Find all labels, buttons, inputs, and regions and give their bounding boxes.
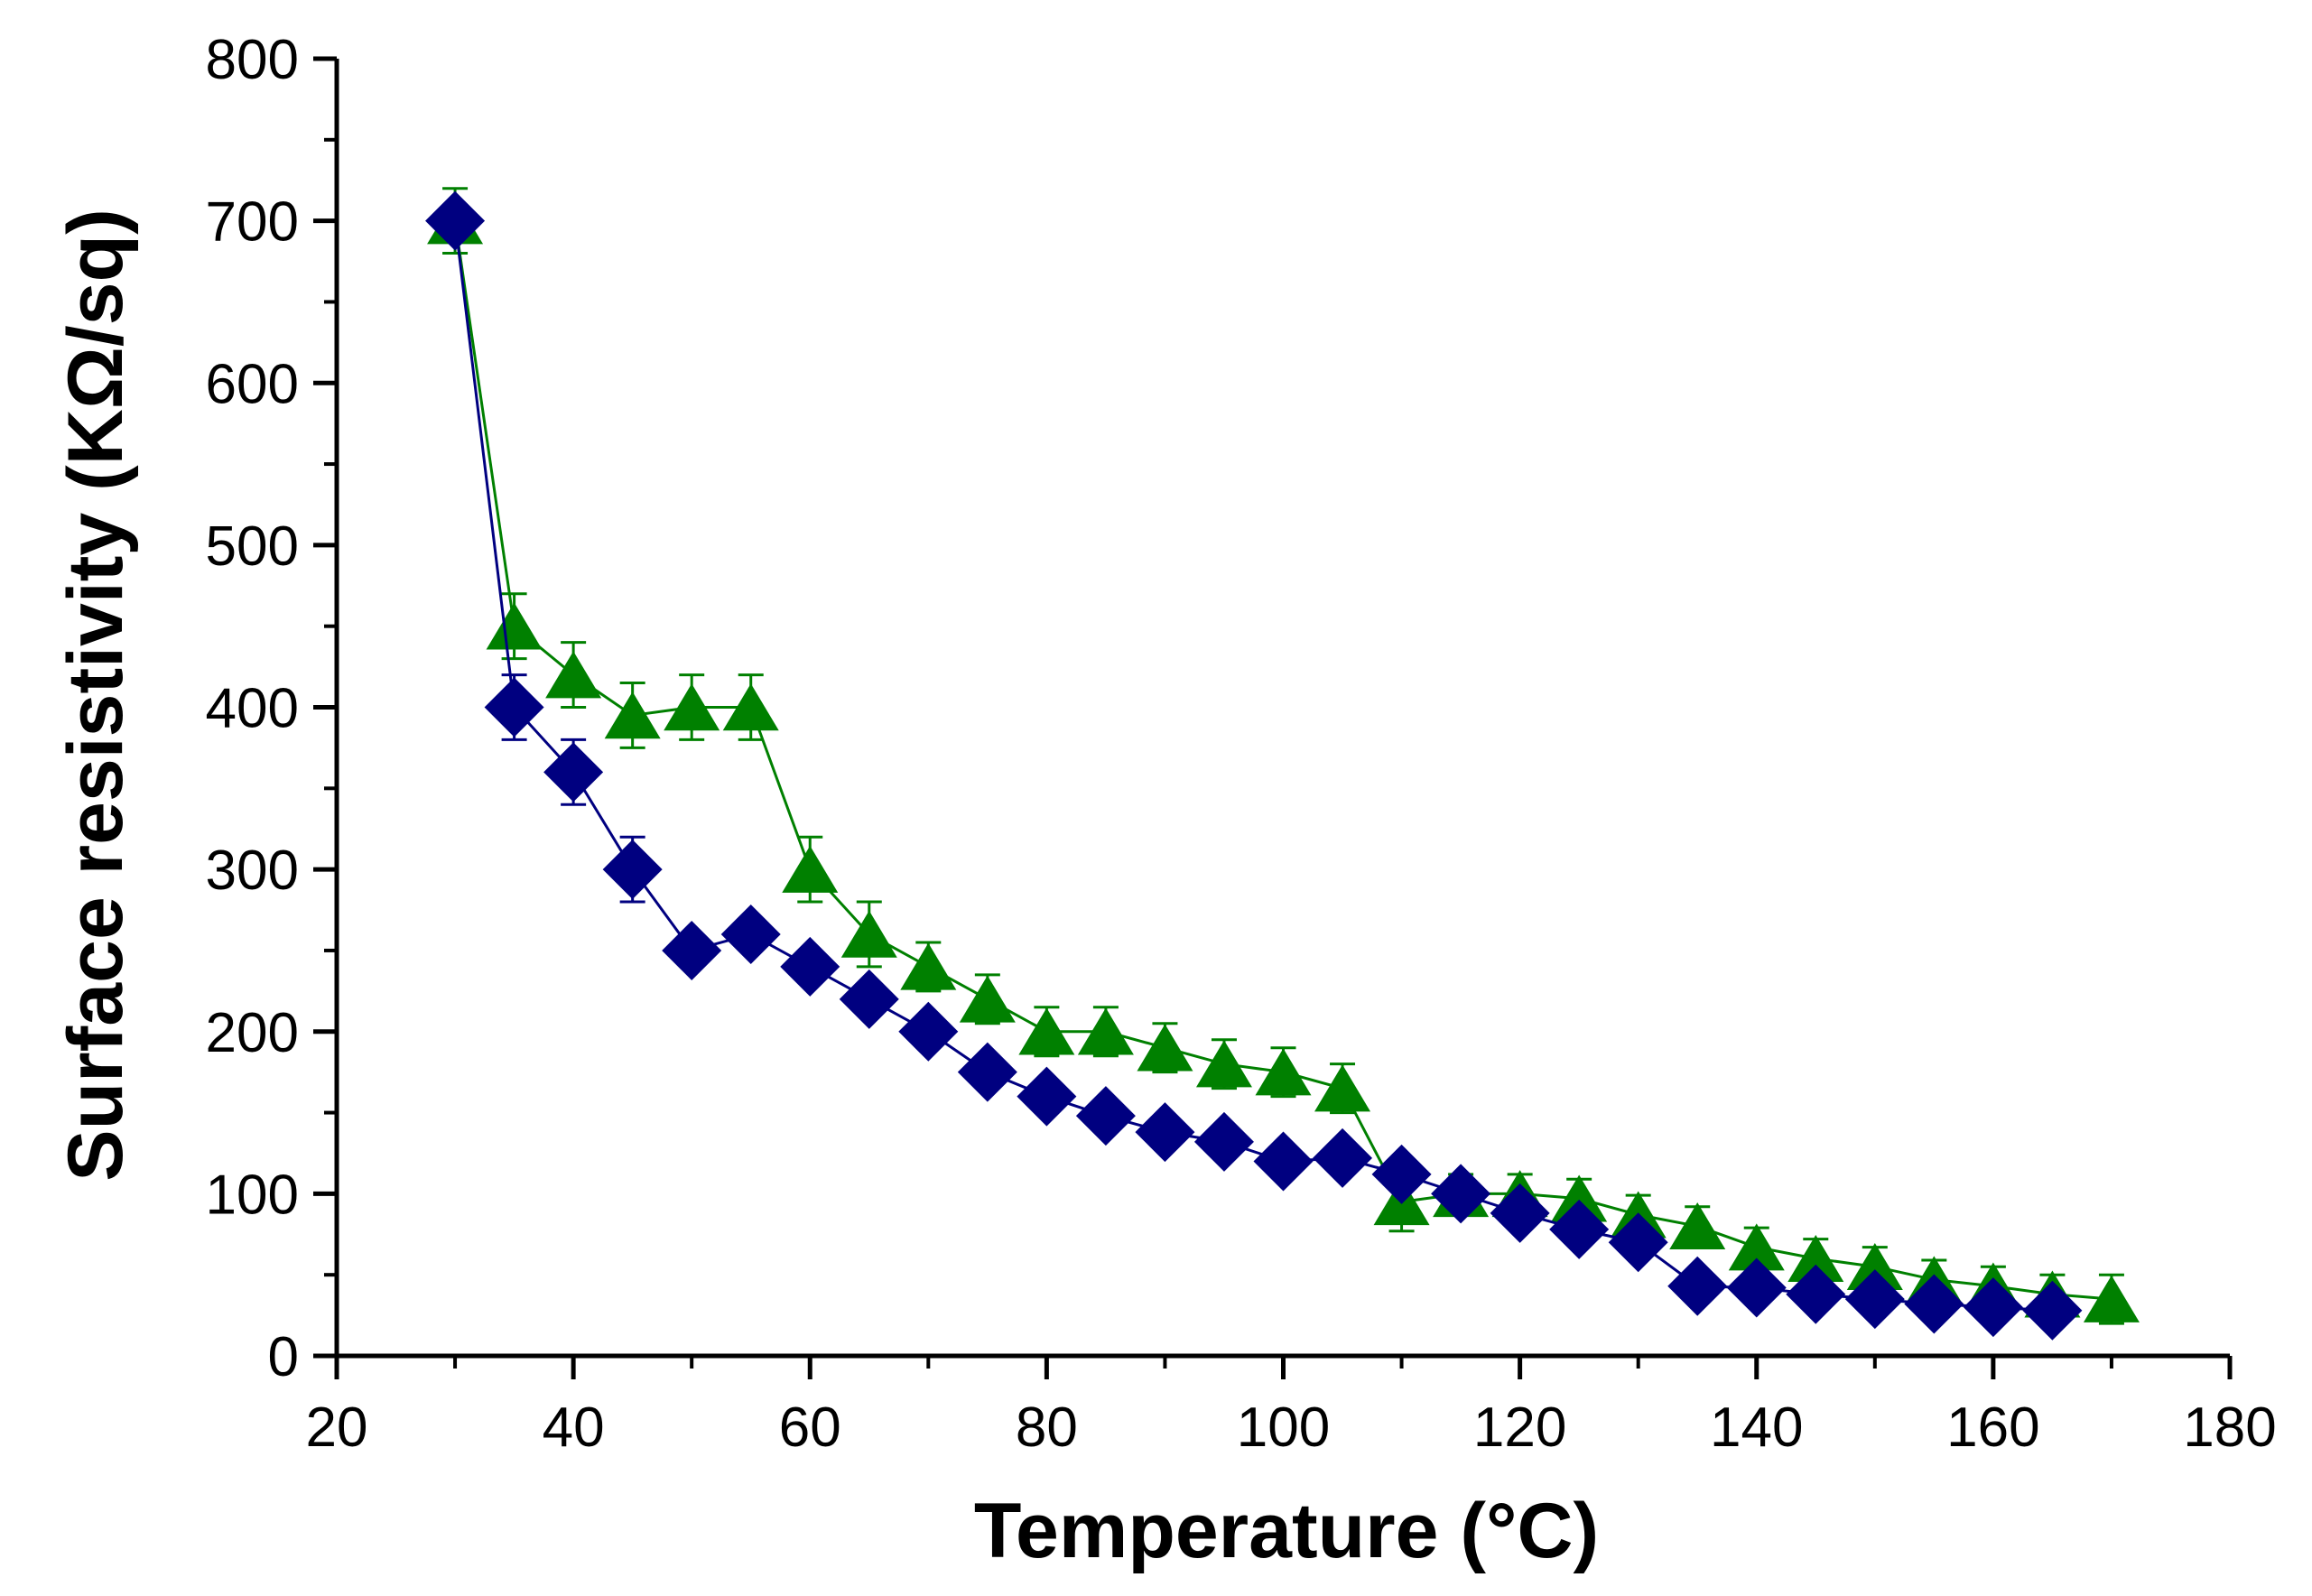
data-point-diamond xyxy=(839,969,899,1029)
x-tick-label: 120 xyxy=(1473,1396,1566,1459)
data-point-triangle xyxy=(1137,1024,1193,1072)
data-point-triangle xyxy=(1077,1007,1134,1055)
data-point-diamond xyxy=(2022,1280,2083,1341)
data-point-triangle xyxy=(545,651,602,699)
y-axis-title: Surface resistivity (KΩ/sq) xyxy=(52,209,139,1181)
data-point-diamond xyxy=(1844,1269,1905,1330)
data-point-triangle xyxy=(1787,1234,1844,1282)
data-point-diamond xyxy=(1786,1264,1846,1324)
data-point-diamond xyxy=(957,1042,1017,1102)
x-axis-title: Temperature (°C) xyxy=(974,1488,1599,1574)
x-tick-label: 60 xyxy=(779,1396,841,1459)
data-point-diamond xyxy=(1904,1274,1964,1334)
data-point-triangle xyxy=(1669,1202,1726,1250)
data-point-diamond xyxy=(1075,1086,1136,1146)
data-point-diamond xyxy=(1193,1111,1254,1172)
y-tick-label: 600 xyxy=(206,353,299,415)
data-point-diamond xyxy=(1135,1102,1195,1163)
data-point-diamond xyxy=(543,742,604,803)
data-point-diamond xyxy=(1017,1066,1077,1127)
data-point-triangle xyxy=(1846,1242,1903,1290)
data-point-triangle xyxy=(959,975,1016,1023)
data-point-triangle xyxy=(840,910,897,958)
data-point-diamond xyxy=(1431,1164,1491,1224)
data-point-triangle xyxy=(1551,1174,1608,1222)
data-point-diamond xyxy=(1667,1256,1728,1316)
data-point-triangle xyxy=(782,845,839,893)
y-tick-label: 300 xyxy=(206,840,299,902)
data-point-diamond xyxy=(1726,1257,1787,1318)
data-point-triangle xyxy=(1728,1223,1785,1271)
axis-ticks: 20 40 60 80 100 120 140 160 180 0 100 200 300 400 500 6… xyxy=(206,29,2277,1459)
y-tick-label: 200 xyxy=(206,1002,299,1064)
data-point-diamond xyxy=(484,677,544,738)
series-1 xyxy=(425,190,2083,1341)
data-point-diamond xyxy=(720,904,781,964)
data-point-diamond xyxy=(662,920,722,980)
data-point-triangle xyxy=(722,683,779,731)
y-tick-label: 400 xyxy=(206,678,299,740)
data-point-triangle xyxy=(1018,1007,1075,1055)
data-point-diamond xyxy=(1253,1131,1314,1192)
data-point-triangle xyxy=(1255,1048,1312,1096)
data-point-diamond xyxy=(780,936,840,997)
data-point-diamond xyxy=(1371,1144,1432,1204)
series-1-line xyxy=(453,220,2053,1313)
data-point-triangle xyxy=(900,942,957,990)
y-tick-label: 100 xyxy=(206,1164,299,1226)
data-point-diamond xyxy=(898,1001,959,1062)
data-point-diamond xyxy=(1549,1199,1610,1259)
series-layer xyxy=(425,187,2140,1341)
y-tick-label: 800 xyxy=(206,29,299,91)
x-tick-label: 80 xyxy=(1016,1396,1078,1459)
x-tick-label: 140 xyxy=(1710,1396,1803,1459)
x-tick-label: 20 xyxy=(306,1396,368,1459)
data-point-diamond xyxy=(1963,1277,2023,1338)
x-tick-label: 180 xyxy=(2183,1396,2276,1459)
y-tick-label: 700 xyxy=(206,191,299,254)
data-point-triangle xyxy=(2083,1275,2140,1322)
data-point-diamond xyxy=(602,840,663,900)
data-point-triangle xyxy=(1314,1064,1371,1112)
data-point-triangle xyxy=(1195,1040,1252,1088)
data-point-diamond xyxy=(1313,1127,1373,1188)
data-point-diamond xyxy=(1608,1212,1668,1273)
data-point-diamond xyxy=(425,190,486,251)
x-tick-label: 160 xyxy=(1946,1396,2039,1459)
data-point-triangle xyxy=(664,683,720,731)
data-point-triangle xyxy=(604,691,661,739)
data-point-diamond xyxy=(1490,1183,1550,1243)
data-point-triangle xyxy=(486,602,543,650)
y-tick-label: 500 xyxy=(206,515,299,578)
y-tick-label: 0 xyxy=(268,1326,299,1388)
x-tick-label: 100 xyxy=(1237,1396,1330,1459)
x-tick-label: 40 xyxy=(543,1396,605,1459)
